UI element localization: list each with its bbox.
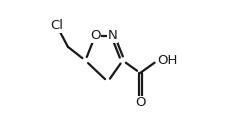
Text: OH: OH [157,54,177,67]
Text: N: N [107,29,117,42]
Text: O: O [134,96,145,109]
Text: Cl: Cl [50,19,63,32]
Text: O: O [90,29,100,42]
